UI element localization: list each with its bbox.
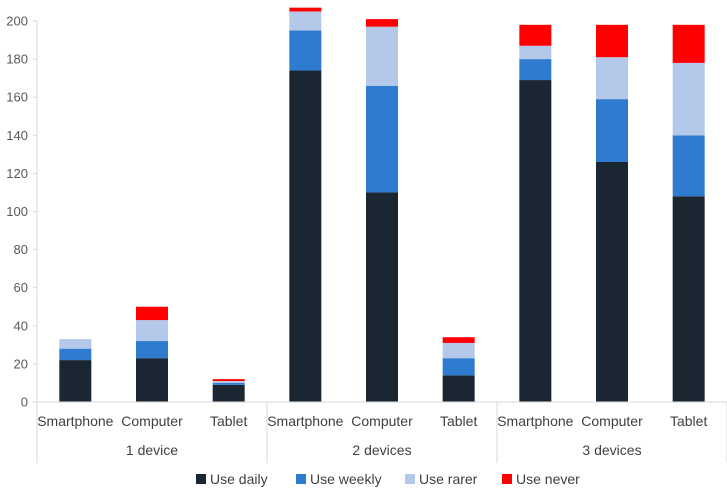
bar-use-daily-computer-1 — [136, 358, 168, 402]
legend-item-use-rarer: Use rarer — [405, 471, 478, 487]
legend-swatch — [296, 474, 306, 484]
bar-series — [59, 7, 705, 403]
bar-use-daily-smartphone-2 — [289, 70, 322, 402]
y-tick-label: 100 — [6, 204, 28, 219]
bar-use-rarer-computer-3 — [596, 57, 628, 100]
bar-use-weekly-smartphone-2 — [289, 30, 322, 71]
bar-use-never-tablet-1 — [212, 379, 245, 382]
x-category-label: Tablet — [440, 413, 477, 429]
bar-use-weekly-tablet-3 — [672, 135, 705, 197]
legend-label: Use weekly — [310, 471, 382, 487]
bar-use-daily-computer-3 — [596, 161, 628, 402]
x-group-label: 1 device — [126, 442, 178, 458]
legend-label: Use rarer — [419, 471, 478, 487]
bar-use-weekly-computer-2 — [366, 85, 398, 193]
bar-use-rarer-smartphone-1 — [59, 339, 92, 349]
y-tick-label: 60 — [14, 280, 28, 295]
y-tick-label: 120 — [6, 166, 28, 181]
bar-use-rarer-computer-1 — [136, 320, 168, 342]
y-tick-label: 80 — [14, 242, 28, 257]
bar-use-rarer-tablet-2 — [442, 342, 475, 359]
bar-use-never-tablet-3 — [672, 24, 705, 63]
x-category-label: Smartphone — [267, 413, 343, 429]
bar-use-daily-computer-2 — [366, 192, 398, 402]
bar-use-weekly-tablet-2 — [442, 358, 475, 376]
y-tick-label: 200 — [6, 14, 28, 29]
y-tick-label: 20 — [14, 356, 28, 371]
bar-use-rarer-smartphone-3 — [519, 45, 552, 60]
x-group-label: 3 devices — [582, 442, 641, 458]
x-category-label: Tablet — [670, 413, 707, 429]
legend-swatch — [196, 474, 206, 484]
x-category-label: Computer — [121, 413, 183, 429]
bar-use-rarer-tablet-3 — [672, 62, 705, 136]
bar-use-never-computer-1 — [136, 306, 168, 321]
bar-use-daily-tablet-3 — [672, 196, 705, 402]
bar-use-rarer-smartphone-2 — [289, 11, 322, 31]
bar-use-never-smartphone-3 — [519, 24, 552, 46]
y-tick-label: 160 — [6, 90, 28, 105]
legend-label: Use never — [516, 471, 580, 487]
bar-use-daily-tablet-2 — [442, 375, 475, 402]
bar-use-weekly-smartphone-1 — [59, 348, 92, 361]
bar-use-never-tablet-2 — [442, 337, 475, 343]
bar-use-weekly-computer-3 — [596, 99, 628, 162]
legend-swatch — [405, 474, 415, 484]
x-category-label: Tablet — [210, 413, 247, 429]
legend: Use daily Use weekly Use rarer Use never — [196, 471, 580, 487]
y-axis: 0 20 40 60 80 100 120 140 160 180 200 — [6, 14, 38, 410]
bar-use-weekly-computer-1 — [136, 341, 168, 359]
bar-use-never-smartphone-2 — [289, 7, 322, 12]
legend-item-use-daily: Use daily — [196, 471, 268, 487]
y-tick-label: 140 — [6, 128, 28, 143]
x-category-label: Computer — [351, 413, 413, 429]
x-category-label: Smartphone — [497, 413, 573, 429]
x-axis: Smartphone Computer Tablet Smartphone Comput… — [36, 401, 727, 463]
bar-use-never-computer-3 — [596, 24, 628, 58]
bar-use-weekly-tablet-1 — [212, 382, 245, 385]
legend-swatch — [502, 474, 512, 484]
bar-use-rarer-tablet-1 — [212, 381, 245, 383]
legend-label: Use daily — [210, 471, 268, 487]
x-category-label: Smartphone — [37, 413, 113, 429]
x-category-label: Computer — [581, 413, 643, 429]
bar-use-rarer-computer-2 — [366, 26, 398, 86]
bar-use-daily-smartphone-1 — [59, 360, 92, 402]
bar-use-weekly-smartphone-3 — [519, 59, 552, 81]
legend-item-use-never: Use never — [502, 471, 580, 487]
x-group-label: 2 devices — [352, 442, 411, 458]
legend-item-use-weekly: Use weekly — [296, 471, 382, 487]
y-tick-label: 180 — [6, 52, 28, 67]
y-tick-label: 40 — [14, 318, 28, 333]
bar-use-daily-smartphone-3 — [519, 80, 552, 403]
bar-use-daily-tablet-1 — [212, 384, 245, 402]
bar-use-never-computer-2 — [366, 19, 398, 27]
y-tick-label: 0 — [21, 395, 28, 410]
